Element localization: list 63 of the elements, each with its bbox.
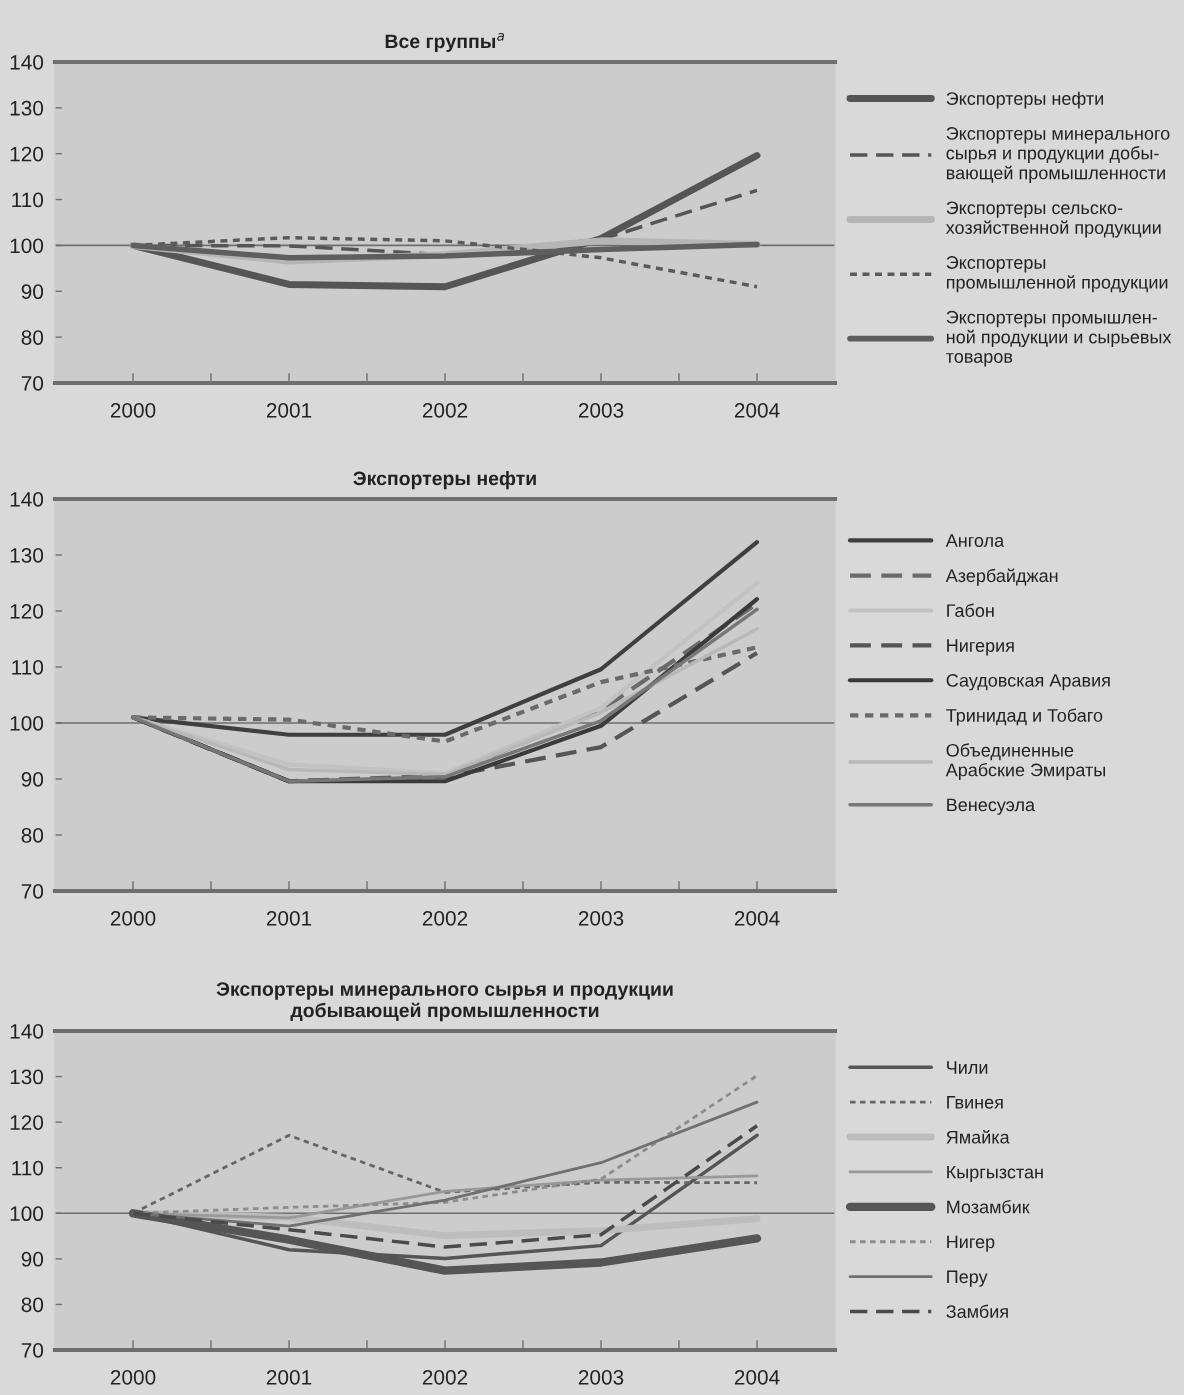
chart-title: Экспортеры минерального сырья и продукции добывающей промышленности	[216, 982, 673, 1022]
y-tick-label: 70	[21, 376, 44, 391]
legend-label: Экспортеры промышлен- ной продукции и сырьевых товаров	[946, 310, 1172, 367]
y-tick-label: 100	[10, 238, 44, 254]
y-tick-label: 110	[12, 660, 44, 675]
x-tick-label: 2003	[578, 910, 624, 926]
x-tick-label: 2001	[266, 1369, 312, 1385]
legend-label: Объединенные Арабские Эмираты	[945, 743, 1105, 780]
x-tick-label: 2002	[422, 910, 468, 926]
y-tick-label: 70	[21, 1343, 44, 1358]
y-tick-label: 80	[21, 828, 44, 843]
y-tick-label: 120	[10, 1115, 44, 1130]
y-tick-label: 100	[10, 716, 44, 731]
y-tick-label: 130	[10, 548, 44, 563]
legend-label: Кыргызстан	[947, 1165, 1043, 1183]
legend-label: Экспортеры сельско- хозяйственной продукции	[945, 201, 1161, 238]
legend-label: Саудовская Аравия	[946, 674, 1110, 691]
y-tick-label: 140	[10, 1024, 44, 1039]
y-tick-label: 120	[10, 146, 44, 162]
x-tick-label: 2003	[578, 1369, 624, 1385]
legend-label: Экспортеры минерального сырья и продукции добы- вающей промышленности	[946, 127, 1170, 183]
x-tick-label: 2002	[422, 402, 468, 418]
y-tick-label: 140	[10, 492, 44, 507]
y-tick-label: 120	[10, 604, 44, 619]
legend-label: Габон	[947, 603, 994, 618]
x-tick-label: 2000	[110, 1369, 156, 1385]
y-tick-label: 110	[12, 1160, 44, 1176]
y-tick-label: 90	[21, 772, 44, 787]
chart-title: Экспортеры нефти	[353, 471, 536, 490]
x-tick-label: 2003	[578, 402, 624, 418]
legend-label: Экспортеры нефти	[946, 91, 1103, 109]
legend-label: Перу	[947, 1270, 988, 1287]
x-tick-label: 2001	[266, 402, 312, 418]
y-tick-label: 100	[10, 1206, 44, 1222]
x-tick-label: 2004	[734, 402, 780, 418]
y-tick-label: 130	[10, 100, 44, 116]
y-tick-label: 70	[21, 884, 44, 899]
x-tick-label: 2000	[110, 402, 156, 418]
legend-label: Мозамбик	[947, 1199, 1030, 1214]
x-tick-label: 2000	[110, 910, 156, 926]
legend-label: Ямайка	[946, 1130, 1010, 1144]
x-tick-label: 2004	[734, 1369, 780, 1385]
legend-label: Нигерия	[947, 639, 1014, 656]
legend-label: Нигер	[947, 1235, 995, 1252]
y-tick-label: 140	[10, 55, 44, 70]
y-tick-label: 90	[21, 284, 44, 300]
x-tick-label: 2002	[422, 1369, 468, 1385]
legend-label: Гвинея	[947, 1096, 1003, 1109]
y-tick-label: 110	[12, 192, 44, 208]
y-tick-label: 80	[21, 1297, 44, 1313]
y-tick-label: 90	[21, 1251, 44, 1267]
legend-label: Экспортеры промышленной продукции	[946, 256, 1168, 293]
legend-label: Тринидад и Тобаго	[946, 708, 1103, 726]
y-tick-label: 80	[21, 330, 44, 345]
y-tick-label: 130	[10, 1069, 44, 1085]
legend-label: Замбия	[946, 1304, 1008, 1319]
legend-label: Чили	[947, 1061, 988, 1074]
x-tick-label: 2004	[734, 910, 780, 926]
legend-label: Азербайджан	[945, 568, 1058, 586]
x-tick-label: 2001	[266, 910, 312, 926]
legend-label: Венесуэла	[947, 798, 1036, 815]
chart-title: Все группы$^{a}$	[385, 32, 505, 53]
legend-label: Ангола	[945, 534, 1005, 547]
